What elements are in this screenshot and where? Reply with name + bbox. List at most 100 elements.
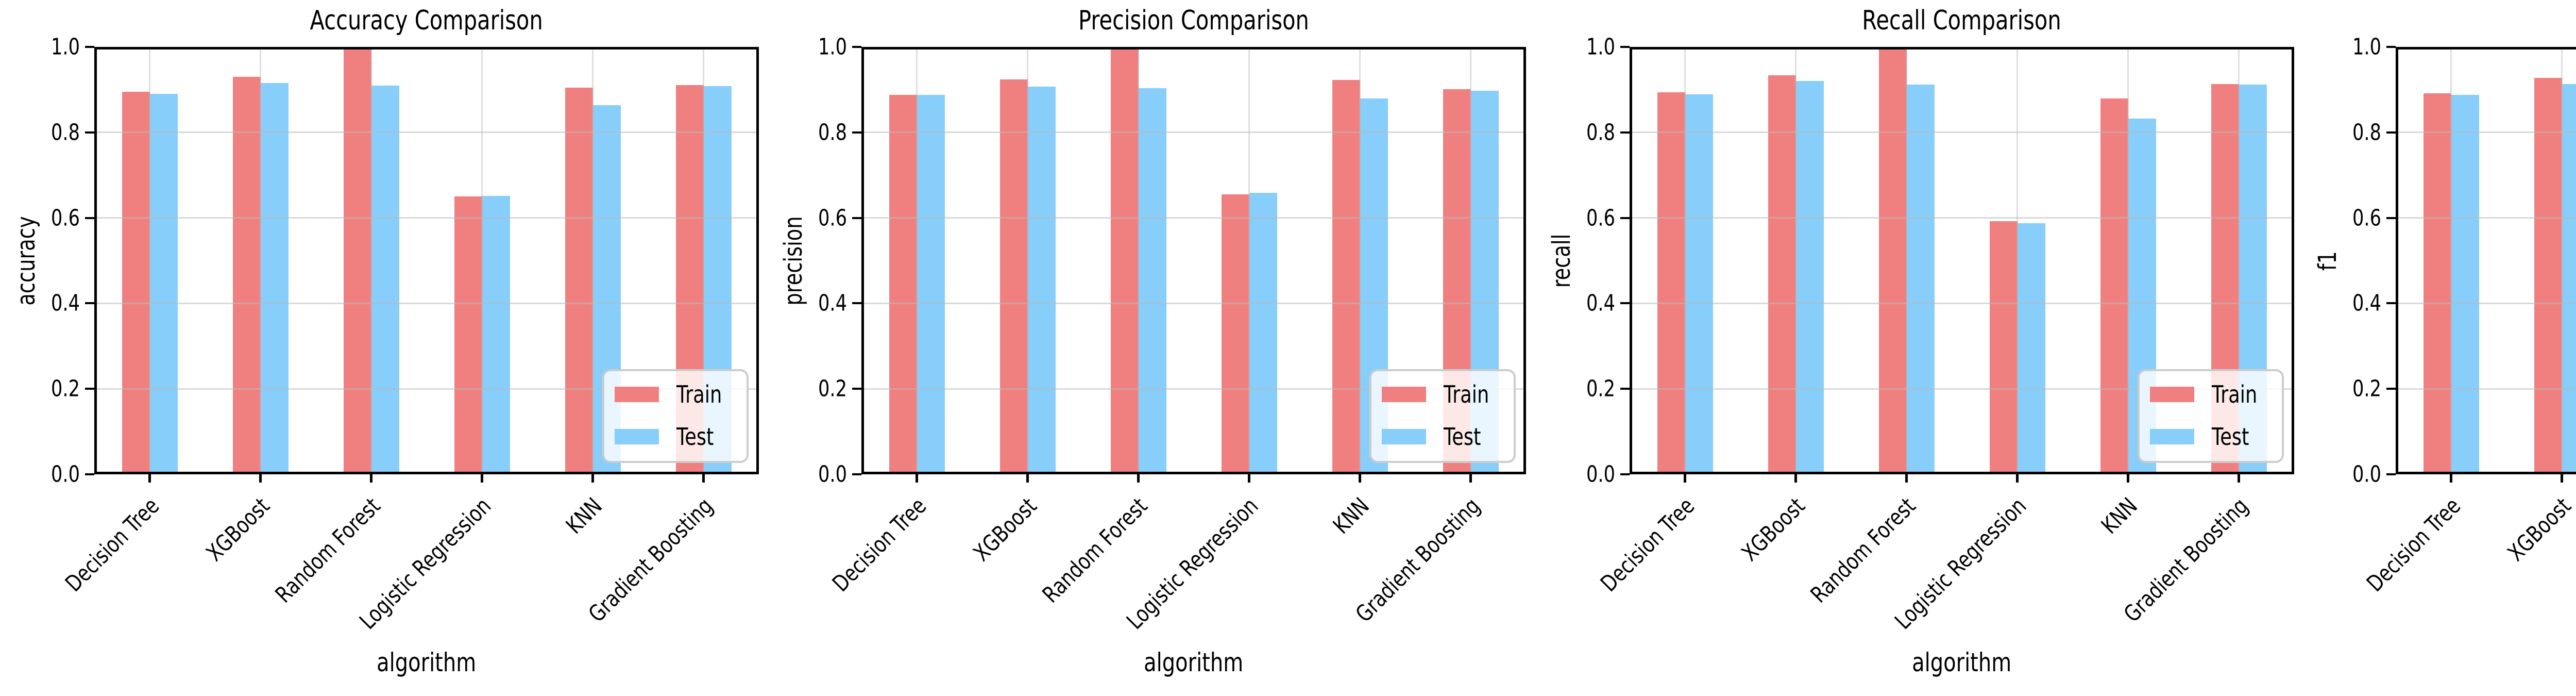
legend-label-train: Train — [676, 380, 722, 408]
y-axis-label: precision — [779, 216, 808, 306]
y-tick-label: 1.0 — [818, 34, 847, 60]
y-tick-label: 1.0 — [2352, 34, 2381, 60]
gridline-v — [703, 47, 704, 474]
y-tick-mark — [852, 388, 861, 390]
subplot-title: Accuracy Comparison — [94, 5, 759, 36]
bar-train-decision-tree — [122, 92, 150, 474]
legend: Train Test — [1369, 369, 1516, 463]
y-tick-label: 0.4 — [2352, 290, 2381, 317]
bar-test-random-forest — [1906, 84, 1935, 474]
x-tick-mark — [2450, 474, 2452, 483]
x-axis-label: algorithm — [1630, 648, 2294, 677]
y-tick-label: 0.4 — [51, 290, 80, 317]
bar-train-logistic-regression — [1221, 194, 1249, 474]
bar-test-decision-tree — [149, 94, 178, 474]
y-tick-mark — [852, 217, 861, 219]
y-tick-mark — [1620, 388, 1630, 390]
spine-bottom — [1630, 472, 2294, 474]
gridline-h — [94, 217, 759, 219]
y-tick-label: 0.8 — [51, 119, 80, 146]
y-tick-mark — [85, 46, 94, 48]
x-tick-label: XGBoost — [201, 493, 275, 567]
gridline-h — [1630, 131, 2294, 134]
x-tick-mark — [259, 474, 262, 483]
y-tick-mark — [85, 217, 94, 219]
gridline-v — [592, 47, 594, 474]
y-tick-label: 0.0 — [818, 461, 847, 488]
x-tick-mark — [2016, 474, 2019, 483]
bar-train-decision-tree — [889, 94, 917, 474]
y-tick-label: 0.2 — [51, 375, 80, 402]
legend-row-test: Test — [614, 423, 733, 451]
y-tick-mark — [1620, 473, 1630, 475]
axes: 0.0 0.2 0.4 0.6 0.8 1.0 Decision Tree XGBoost Ra… — [1547, 34, 2294, 635]
legend-label-test: Test — [2211, 423, 2249, 451]
y-tick-label: 0.4 — [1586, 290, 1615, 317]
legend-row-test: Test — [2149, 423, 2268, 451]
y-tick-mark — [2386, 217, 2396, 219]
gridline-v — [260, 47, 261, 474]
gridline-v — [1027, 47, 1028, 474]
x-tick-mark — [916, 474, 918, 483]
axes: 0.0 0.2 0.4 0.6 0.8 1.0 Decision Tree XGBoost Ra… — [2313, 34, 2576, 608]
bar-train-xgboost — [2534, 77, 2562, 474]
legend-row-train: Train — [614, 380, 733, 408]
bar-test-xgboost — [1795, 81, 1824, 474]
bar-test-decision-tree — [917, 94, 945, 474]
y-tick-mark — [2386, 388, 2396, 390]
x-axis-label: algorithm — [2396, 648, 2576, 677]
bar-train-xgboost — [1768, 75, 1796, 474]
y-tick-label: 1.0 — [51, 34, 80, 60]
bar-train-decision-tree — [1657, 92, 1685, 474]
legend-swatch-test — [614, 429, 659, 444]
bar-test-xgboost — [1027, 87, 1056, 474]
bar-train-random-forest — [343, 47, 371, 474]
bar-train-random-forest — [1878, 47, 1907, 474]
gridline-h — [861, 217, 1526, 219]
gridline-v — [149, 47, 150, 474]
y-tick-mark — [852, 131, 861, 134]
spine-right — [2292, 47, 2294, 474]
gridline-v — [481, 47, 483, 474]
gridline-v — [370, 47, 372, 474]
x-tick-mark — [1137, 474, 1140, 483]
spine-top — [94, 47, 759, 49]
subplot-title: Recall Comparison — [1630, 5, 2294, 36]
gridline-v — [1359, 47, 1361, 474]
bar-test-xgboost — [2562, 84, 2576, 474]
x-tick-label: Decision Tree — [1595, 493, 1700, 597]
gridline-h — [94, 302, 759, 304]
legend: Train Test — [2137, 369, 2284, 463]
gridline-h — [861, 388, 1526, 390]
x-tick-mark — [1248, 474, 1250, 483]
spine-right — [756, 47, 759, 474]
bar-train-decision-tree — [2423, 93, 2451, 474]
x-tick-mark — [2561, 474, 2563, 483]
spine-right — [1523, 47, 1526, 474]
spine-left — [861, 47, 864, 474]
y-axis-label: f1 — [2313, 251, 2342, 271]
bar-test-random-forest — [371, 85, 399, 474]
y-tick-mark — [1620, 46, 1630, 48]
y-tick-label: 0.8 — [2352, 119, 2381, 146]
gridline-h — [1630, 302, 2294, 304]
x-tick-label: Random Forest — [1038, 493, 1153, 608]
x-tick-mark — [2238, 474, 2240, 483]
gridline-h — [861, 302, 1526, 304]
bar-train-xgboost — [232, 77, 261, 474]
spine-top — [1630, 47, 2294, 49]
x-tick-mark — [1794, 474, 1797, 483]
gridline-h — [94, 388, 759, 390]
legend-label-train: Train — [1443, 380, 1489, 408]
x-tick-mark — [2127, 474, 2129, 483]
subplot-accuracy: Accuracy Comparison 0.0 0.2 0.4 0.6 0.8 1.0 Dec… — [12, 0, 759, 696]
y-tick-mark — [2386, 302, 2396, 305]
y-tick-label: 0.6 — [818, 205, 847, 231]
x-tick-label: Decision Tree — [827, 493, 931, 597]
x-axis-label-text: algorithm — [377, 648, 477, 677]
y-tick-label: 0.8 — [1586, 119, 1615, 146]
y-tick-label: 0.8 — [818, 119, 847, 146]
y-tick-mark — [852, 473, 861, 475]
y-tick-label: 0.6 — [51, 205, 80, 231]
